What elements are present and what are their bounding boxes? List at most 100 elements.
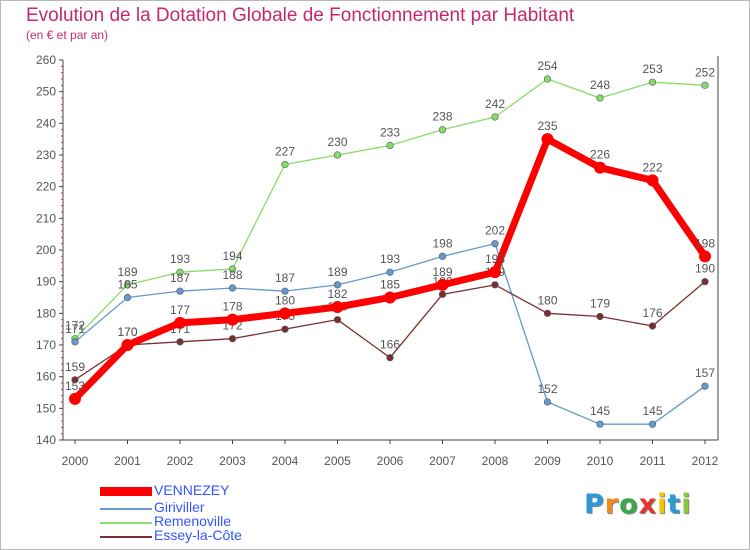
data-label: 202 <box>485 224 505 238</box>
x-tick-label: 2010 <box>587 454 614 468</box>
y-tick-label: 160 <box>36 370 56 384</box>
data-label: 238 <box>432 110 452 124</box>
data-point <box>228 265 237 273</box>
logo-letter: r <box>604 489 620 520</box>
data-point <box>333 281 342 289</box>
y-tick-label: 200 <box>36 243 56 257</box>
data-label: 189 <box>117 265 137 279</box>
data-point <box>281 160 289 169</box>
legend-swatch-remenoville <box>100 522 152 524</box>
data-label: 193 <box>485 252 505 266</box>
data-point <box>279 307 291 320</box>
data-label: 230 <box>327 135 347 149</box>
data-label: 153 <box>65 379 85 393</box>
data-point <box>176 287 184 295</box>
data-label: 180 <box>275 293 295 307</box>
x-tick-label: 2003 <box>219 454 246 468</box>
logo-letter: P <box>584 489 605 520</box>
data-point <box>438 252 447 260</box>
data-point <box>384 291 396 304</box>
x-tick-label: 2011 <box>640 454 666 468</box>
data-point <box>174 316 186 329</box>
data-label: 253 <box>642 62 662 76</box>
data-label: 176 <box>642 306 662 320</box>
legend-swatch-giriviller <box>100 508 152 510</box>
data-point <box>699 250 711 263</box>
data-point <box>491 113 499 121</box>
x-tick-label: 2006 <box>377 454 404 468</box>
data-point <box>596 420 604 428</box>
data-point <box>281 287 289 295</box>
data-label: 242 <box>485 97 505 111</box>
x-tick-label: 2002 <box>167 454 194 468</box>
y-tick-label: 170 <box>36 338 56 352</box>
data-point <box>438 126 447 134</box>
data-label: 193 <box>380 252 400 266</box>
data-point <box>438 290 447 298</box>
data-label: 187 <box>275 271 295 285</box>
logo-letter: o <box>619 489 639 520</box>
data-point <box>543 398 552 406</box>
data-point <box>228 284 237 292</box>
y-tick-label: 250 <box>36 85 56 99</box>
data-point <box>543 309 552 317</box>
data-label: 145 <box>590 404 610 418</box>
data-label: 145 <box>642 404 662 418</box>
data-label: 170 <box>117 325 137 339</box>
data-label: 182 <box>327 287 347 301</box>
data-label: 233 <box>380 126 400 140</box>
data-point <box>701 81 709 89</box>
data-point <box>71 338 79 346</box>
y-tick-label: 260 <box>36 53 56 67</box>
data-point <box>386 354 394 362</box>
legend-item-remenoville: Remenoville <box>100 513 300 531</box>
data-point <box>436 278 449 291</box>
data-label: 159 <box>65 360 85 374</box>
x-tick-label: 2007 <box>429 454 456 468</box>
logo-letter: t <box>667 489 682 520</box>
data-label: 172 <box>65 319 85 333</box>
data-label: 189 <box>432 265 452 279</box>
data-point <box>648 78 657 86</box>
chart-title: Evolution de la Dotation Globale de Fonc… <box>26 5 575 26</box>
data-label: 222 <box>642 160 662 174</box>
data-point <box>228 335 237 343</box>
data-label: 198 <box>432 236 452 250</box>
y-tick-label: 150 <box>36 401 56 415</box>
data-label: 190 <box>695 262 715 276</box>
data-label: 185 <box>380 278 400 292</box>
x-tick-label: 2012 <box>692 454 719 468</box>
y-tick-label: 230 <box>36 148 56 162</box>
data-label: 226 <box>590 148 610 162</box>
data-label: 198 <box>695 236 715 250</box>
legend-label-vennezey: VENNEZEY <box>154 482 230 498</box>
y-tick-label: 180 <box>36 306 56 320</box>
data-point <box>176 338 184 346</box>
data-label: 180 <box>537 293 557 307</box>
data-point <box>333 151 342 159</box>
logo-letter: i <box>681 489 692 520</box>
data-label: 171 <box>65 322 85 336</box>
proxiti-logo: Proxiti <box>584 489 692 520</box>
data-point <box>281 325 289 333</box>
legend-item-essey-la-cote: Essey-la-Côte <box>100 527 300 545</box>
chart-subtitle: (en € et par an) <box>26 28 109 42</box>
data-point <box>543 75 552 83</box>
x-tick-label: 2001 <box>114 454 141 468</box>
data-point <box>71 376 79 384</box>
data-point <box>69 392 81 405</box>
data-point <box>489 266 501 279</box>
data-point <box>226 313 239 326</box>
data-label: 179 <box>590 297 610 311</box>
data-label: 170 <box>117 325 137 339</box>
data-label: 178 <box>222 300 242 314</box>
data-point <box>491 240 499 248</box>
data-point <box>648 420 657 428</box>
logo-letter: x <box>638 489 658 520</box>
y-tick-label: 190 <box>36 275 56 289</box>
legend-label-giriviller: Giriviller <box>154 499 205 515</box>
data-label: 177 <box>170 303 190 317</box>
x-tick-label: 2009 <box>534 454 561 468</box>
